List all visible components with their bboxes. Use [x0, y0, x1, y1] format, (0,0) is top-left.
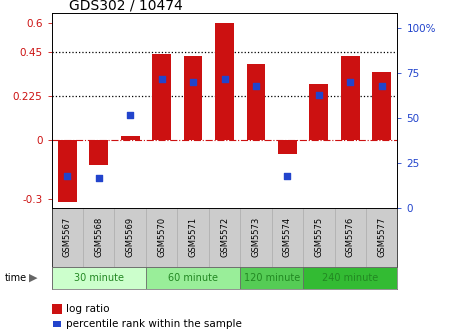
Text: log ratio: log ratio	[66, 304, 110, 314]
Bar	[303, 267, 397, 289]
Text: GSM5568: GSM5568	[94, 216, 103, 257]
Point	[127, 112, 134, 118]
Bar	[309, 84, 328, 140]
Text: GSM5576: GSM5576	[346, 216, 355, 257]
Bar	[184, 56, 202, 140]
Text: GDS302 / 10474: GDS302 / 10474	[69, 0, 183, 12]
Text: 30 minute: 30 minute	[74, 273, 124, 283]
Text: GSM5574: GSM5574	[283, 216, 292, 257]
Text: GSM5570: GSM5570	[157, 216, 166, 257]
Bar	[52, 267, 146, 289]
Point	[252, 83, 260, 89]
Point	[284, 173, 291, 179]
Text: GSM5567: GSM5567	[63, 216, 72, 257]
Point	[347, 80, 354, 85]
Bar	[278, 140, 297, 154]
Bar	[89, 140, 108, 165]
Point	[315, 92, 322, 98]
Bar	[146, 267, 240, 289]
Point	[189, 80, 197, 85]
Text: 120 minute: 120 minute	[243, 273, 300, 283]
Point	[221, 76, 228, 82]
Bar	[215, 23, 234, 140]
Bar	[341, 56, 360, 140]
Bar	[152, 54, 171, 140]
Text: 60 minute: 60 minute	[168, 273, 218, 283]
Point	[158, 76, 165, 82]
Bar	[121, 136, 140, 140]
Point	[95, 175, 102, 180]
Text: GSM5573: GSM5573	[251, 216, 260, 257]
Text: GSM5569: GSM5569	[126, 216, 135, 257]
Text: ▶: ▶	[29, 273, 38, 283]
Point	[378, 83, 385, 89]
Text: 240 minute: 240 minute	[322, 273, 379, 283]
Point	[64, 173, 71, 179]
Text: percentile rank within the sample: percentile rank within the sample	[66, 319, 242, 329]
Bar	[58, 140, 77, 203]
Text: GSM5575: GSM5575	[314, 216, 323, 257]
Bar	[240, 267, 303, 289]
Text: GSM5571: GSM5571	[189, 216, 198, 257]
Text: time: time	[4, 273, 26, 283]
Bar	[372, 72, 391, 140]
Text: GSM5577: GSM5577	[377, 216, 386, 257]
Text: GSM5572: GSM5572	[220, 216, 229, 257]
Bar	[247, 64, 265, 140]
